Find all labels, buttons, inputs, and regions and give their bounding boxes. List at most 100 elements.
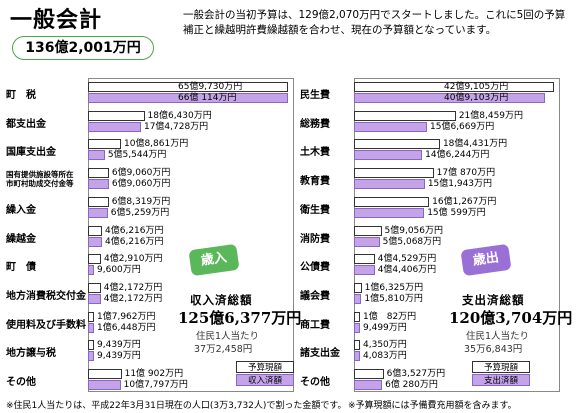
expenditure-actual-bar: [354, 293, 362, 304]
revenue-budget-value: 10億8,861万円: [124, 139, 189, 150]
expenditure-actual-value: 15億6,669万円: [430, 121, 495, 132]
revenue-budget-value: 6億9,060万円: [111, 168, 171, 179]
revenue-actual-bar: [88, 121, 141, 132]
revenue-legend-budget: 予算現額: [236, 361, 294, 373]
expenditure-legend-actual: 支出済額: [472, 374, 530, 386]
expenditure-budget-bar: [354, 311, 360, 322]
expenditure-actual-value: 1億5,810万円: [364, 293, 423, 304]
revenue-budget-bar: [88, 282, 101, 293]
expenditure-actual-value: 4億4,406万円: [377, 265, 437, 276]
expenditure-category-label: 総務費: [300, 118, 330, 130]
expenditure-category-label: 商工費: [300, 319, 330, 331]
revenue-category-label: 町 債: [6, 262, 36, 274]
revenue-budget-bar: [88, 110, 145, 121]
expenditure-budget-value: 42億9,105万円: [444, 82, 509, 92]
expenditure-category-label: 民生費: [300, 90, 330, 101]
revenue-budget-value: 11億 902万円: [124, 369, 184, 379]
revenue-budget-value: 4億2,910万円: [104, 254, 163, 265]
expenditure-sum-label: 支出済総額: [462, 293, 525, 307]
expenditure-budget-bar: [354, 168, 434, 179]
expenditure-budget-bar: [354, 82, 554, 92]
page-title: 一般会計: [10, 8, 103, 33]
revenue-sum-value: 125億6,377万円: [178, 309, 302, 327]
expenditure-budget-value: 1億 82万円: [363, 311, 417, 322]
intro-text: 一般会計の当初予算は、129億2,070万円でスタートしました。これに5回の予算…: [183, 9, 566, 36]
revenue-budget-bar: [88, 340, 94, 351]
expenditure-budget-bar: [354, 340, 360, 351]
expenditure-actual-value: 9,499万円: [363, 322, 407, 333]
revenue-actual-bar: [88, 351, 94, 362]
expenditure-budget-value: 4,350万円: [363, 340, 407, 351]
expenditure-actual-value: 14億6,244万円: [425, 150, 490, 161]
revenue-budget-value: 65億9,730万円: [178, 82, 243, 92]
total-budget-badge: 136億2,001万円: [12, 36, 154, 60]
revenue-budget-value: 18億6,430万円: [147, 110, 212, 121]
revenue-category-label: 繰入金: [6, 204, 36, 216]
expenditure-category-label: 諸支出金: [300, 348, 340, 360]
revenue-category-label: 繰越金: [6, 233, 36, 245]
revenue-actual-value: 9,439万円: [97, 351, 141, 362]
expenditure-actual-bar: [354, 121, 428, 132]
expenditure-category-label: 衛生費: [300, 204, 330, 216]
expenditure-actual-bar: [354, 380, 383, 390]
expenditure-category-label: 消防費: [300, 233, 330, 245]
revenue-actual-value: 4億6,216万円: [105, 236, 164, 247]
revenue-budget-bar: [88, 139, 121, 150]
expenditure-actual-bar: [354, 236, 380, 247]
revenue-actual-bar: [88, 293, 101, 304]
revenue-budget-bar: [88, 254, 101, 265]
expenditure-actual-value: 15億 599万円: [427, 207, 486, 218]
revenue-actual-value: 66億 114万円: [178, 93, 237, 103]
expenditure-actual-bar: [354, 265, 375, 276]
revenue-category-label: 国有提供施設等所在市町村助成交付金等: [6, 170, 74, 189]
expenditure-legend-budget: 予算現額: [472, 361, 530, 373]
expenditure-actual-bar: [354, 207, 425, 218]
footer-note-right: ※予算現額には予備費充用額を含みます。: [348, 401, 517, 411]
expenditure-budget-bar: [354, 282, 362, 293]
revenue-budget-value: 6億8,319万円: [111, 196, 171, 207]
expenditure-category-label: 公債費: [300, 262, 330, 274]
expenditure-sum-value: 120億3,704万円: [449, 309, 573, 327]
revenue-budget-bar: [88, 369, 122, 379]
revenue-actual-bar: [88, 150, 105, 161]
expenditure-budget-value: 4億4,529万円: [377, 254, 437, 265]
expenditure-actual-bar: [354, 179, 425, 190]
expenditure-actual-bar: [354, 322, 360, 333]
expenditure-actual-bar: [354, 93, 545, 103]
revenue-per-capita-value: 37万2,458円: [194, 344, 253, 355]
revenue-actual-bar: [88, 179, 109, 190]
revenue-category-label: 地方譲与税: [6, 348, 56, 360]
expenditure-category-label: その他: [300, 377, 330, 388]
expenditure-actual-value: 15億1,943万円: [427, 179, 493, 190]
expenditure-budget-value: 1億6,325万円: [364, 282, 424, 293]
revenue-actual-value: 10億7,797万円: [123, 380, 188, 390]
revenue-category-label: その他: [6, 377, 36, 388]
expenditure-budget-value: 16億1,267万円: [432, 196, 497, 207]
expenditure-actual-bar: [354, 351, 360, 362]
revenue-legend-actual: 収入済額: [236, 374, 294, 386]
revenue-budget-value: 9,439万円: [97, 340, 141, 351]
expenditure-actual-value: 4,083万円: [363, 351, 407, 362]
expenditure-actual-value: 40億9,103万円: [444, 93, 509, 103]
footer-note-left: ※住民1人当たりは、平成22年3月31日現在の人口(3万3,732人)で割った金…: [6, 401, 347, 411]
revenue-budget-bar: [88, 196, 109, 207]
expenditure-category-label: 教育費: [300, 176, 330, 188]
revenue-budget-bar: [88, 225, 102, 236]
revenue-actual-bar: [88, 236, 102, 247]
expenditure-budget-bar: [354, 369, 384, 379]
revenue-actual-value: 1億6,448万円: [97, 322, 156, 333]
revenue-category-label: 使用料及び手数料: [6, 319, 86, 331]
revenue-category-label: 地方消費税交付金: [6, 290, 86, 302]
revenue-category-label: 国庫支出金: [6, 147, 56, 159]
expenditure-budget-bar: [354, 139, 440, 150]
revenue-actual-value: 17億4,728万円: [143, 121, 209, 132]
revenue-actual-bar: [88, 265, 94, 276]
revenue-budget-value: 4億6,216万円: [105, 225, 164, 236]
revenue-actual-value: 9,600万円: [97, 265, 141, 276]
expenditure-per-capita-label: 住民1人当たり: [466, 331, 530, 342]
revenue-actual-value: 6億5,259万円: [110, 207, 170, 218]
revenue-budget-value: 1億7,962万円: [97, 311, 156, 322]
expenditure-actual-bar: [354, 150, 423, 161]
revenue-sum-label: 収入済総額: [190, 293, 253, 307]
revenue-actual-bar: [88, 380, 121, 390]
